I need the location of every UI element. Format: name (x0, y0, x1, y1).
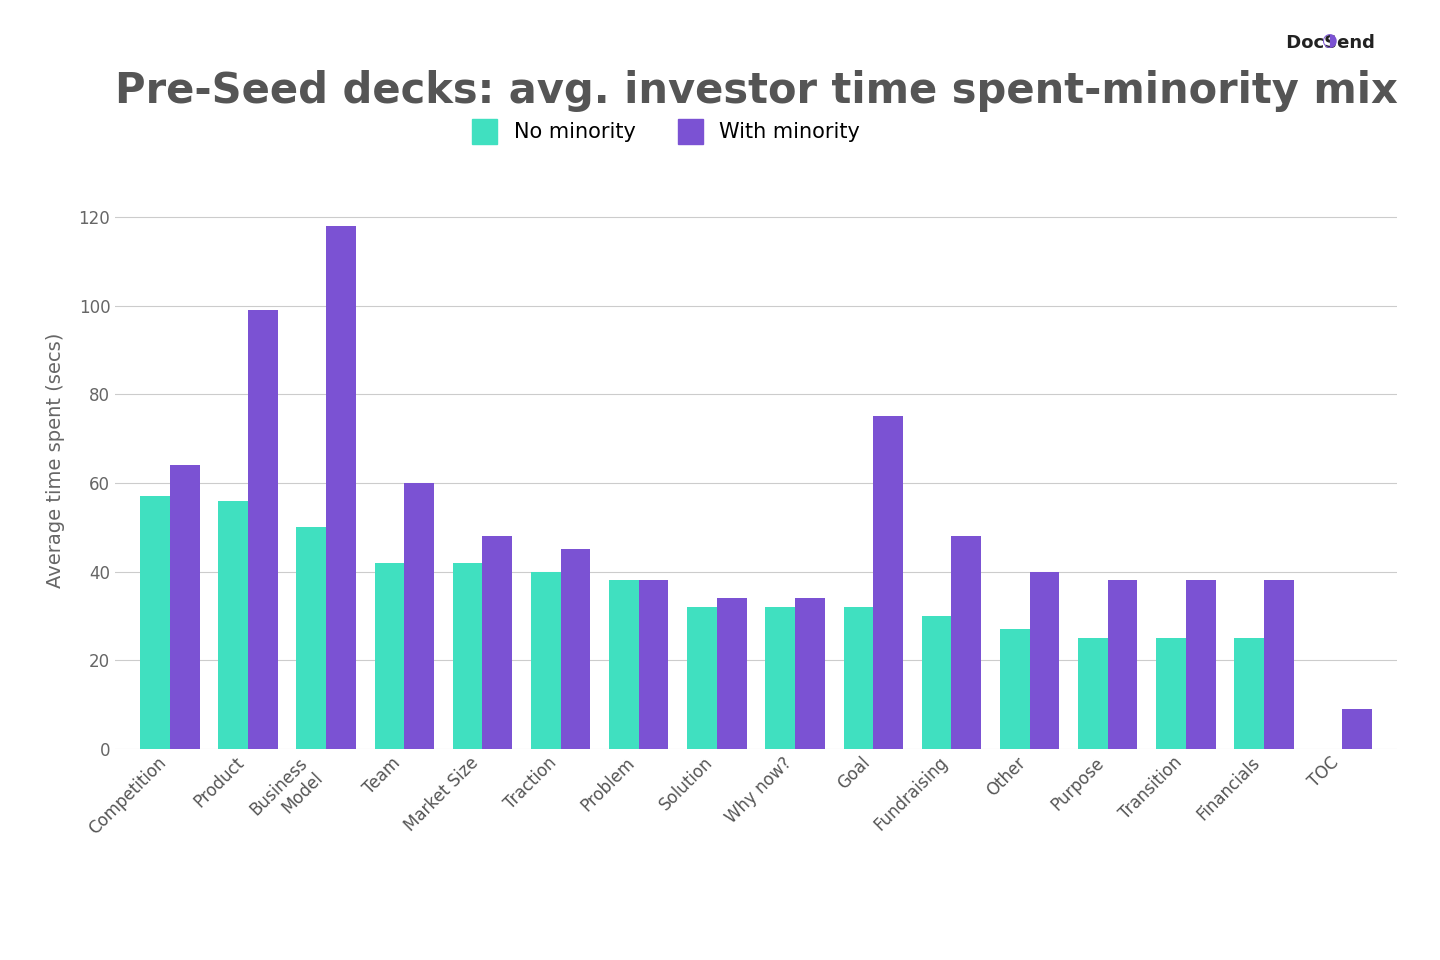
Bar (1156, 638, 1185, 749)
Bar (1185, 581, 1215, 749)
Bar (297, 527, 327, 749)
Bar (560, 549, 590, 749)
Bar (687, 607, 717, 749)
Bar (1234, 638, 1264, 749)
Bar (374, 563, 405, 749)
Bar (405, 483, 433, 749)
Bar (531, 571, 560, 749)
Bar (717, 598, 746, 749)
Bar (140, 496, 170, 749)
Bar (1107, 581, 1138, 749)
Text: DocSend: DocSend (1280, 34, 1375, 52)
Bar (1079, 638, 1107, 749)
Bar (482, 536, 513, 749)
Bar (1030, 571, 1060, 749)
Bar (639, 581, 668, 749)
Bar (609, 581, 639, 749)
Bar (327, 226, 356, 749)
Bar (170, 466, 200, 749)
Text: ◑: ◑ (1320, 32, 1336, 50)
Title: Pre-Seed decks: avg. investor time spent-minority mix: Pre-Seed decks: avg. investor time spent… (115, 70, 1397, 112)
Bar (844, 607, 873, 749)
Bar (952, 536, 981, 749)
Bar (452, 563, 482, 749)
Bar (766, 607, 795, 749)
Bar (999, 629, 1030, 749)
Bar (922, 616, 952, 749)
Bar (219, 501, 248, 749)
Bar (795, 598, 825, 749)
Bar (1342, 708, 1372, 749)
Y-axis label: Average time spent (secs): Average time spent (secs) (46, 333, 65, 588)
Bar (873, 417, 903, 749)
Legend: No minority, With minority: No minority, With minority (462, 108, 871, 155)
Bar (248, 310, 278, 749)
Bar (1264, 581, 1293, 749)
